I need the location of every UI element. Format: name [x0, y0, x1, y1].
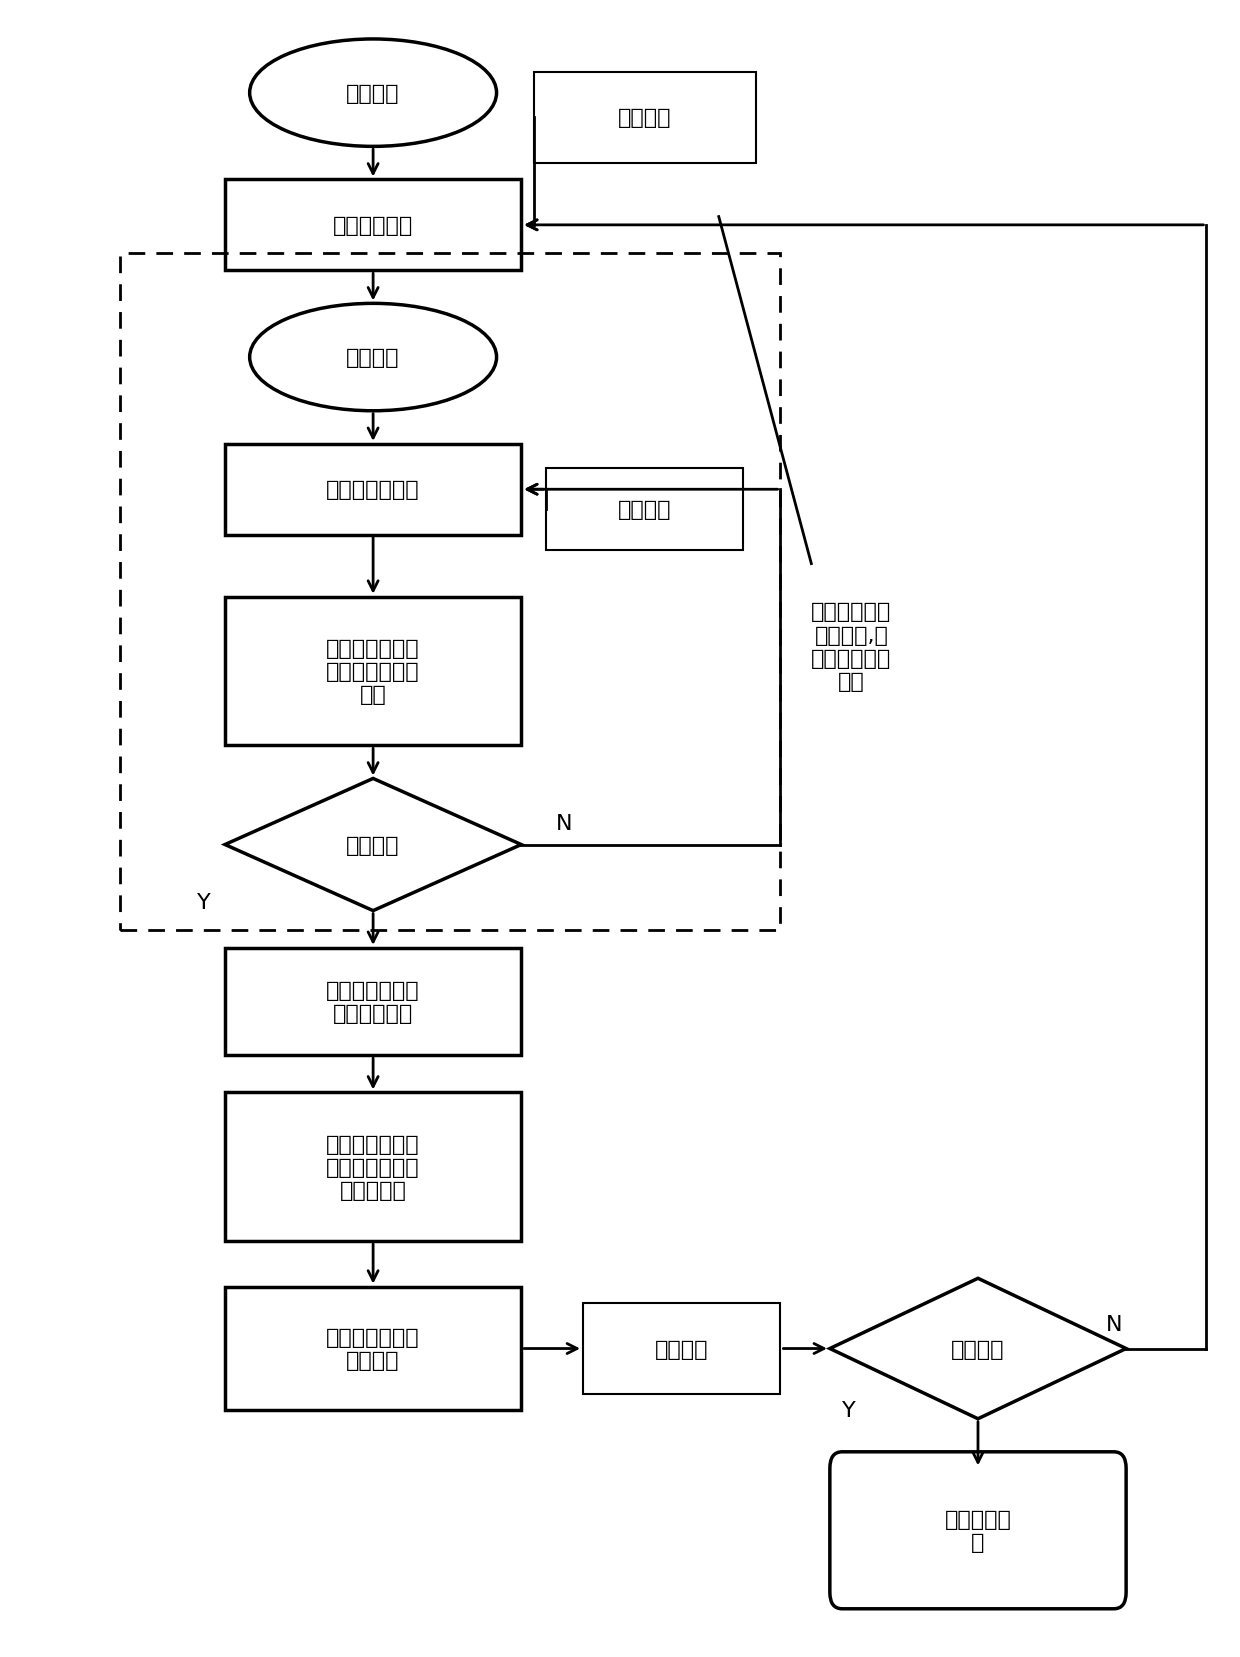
- Bar: [224, 181, 521, 272]
- Text: Y: Y: [197, 893, 211, 913]
- Text: 转换后的确定性
优化问题的目标
函数和约束: 转换后的确定性 优化问题的目标 函数和约束: [326, 1133, 420, 1200]
- Text: N: N: [557, 814, 573, 833]
- Bar: [224, 597, 521, 746]
- Text: 决策空间: 决策空间: [618, 108, 671, 128]
- Text: 不确定向量个体: 不确定向量个体: [326, 481, 420, 500]
- Bar: [224, 1092, 521, 1241]
- Bar: [224, 1287, 521, 1410]
- Text: 不确定域: 不确定域: [618, 500, 671, 520]
- Text: 对于每一决策
向量个体,内
层优化被调用
多次: 对于每一决策 向量个体,内 层优化被调用 多次: [811, 601, 892, 691]
- Bar: [224, 948, 521, 1056]
- Text: 是否收敛: 是否收敛: [951, 1339, 1004, 1359]
- Bar: [120, 254, 780, 931]
- Bar: [224, 444, 521, 535]
- Text: 确定性优化问题
的罚函数: 确定性优化问题 的罚函数: [326, 1327, 420, 1370]
- Text: N: N: [1106, 1314, 1122, 1334]
- Text: Y: Y: [842, 1400, 856, 1420]
- Text: 不确定目标函数
和约束的区间: 不确定目标函数 和约束的区间: [326, 981, 420, 1024]
- Bar: [583, 1304, 780, 1394]
- Text: 是否收敛: 是否收敛: [346, 835, 399, 855]
- Text: 内层优化: 内层优化: [346, 348, 399, 368]
- Text: 决策向量个体: 决策向量个体: [334, 215, 413, 235]
- Text: 求解目标函数或
约束边界的适应
度值: 求解目标函数或 约束边界的适应 度值: [326, 638, 420, 704]
- Bar: [533, 73, 756, 164]
- Text: 外层优化: 外层优化: [346, 83, 399, 104]
- Text: 最优决策向
量: 最优决策向 量: [945, 1510, 1012, 1553]
- Text: 适应度值: 适应度值: [655, 1339, 708, 1359]
- Bar: [546, 469, 744, 552]
